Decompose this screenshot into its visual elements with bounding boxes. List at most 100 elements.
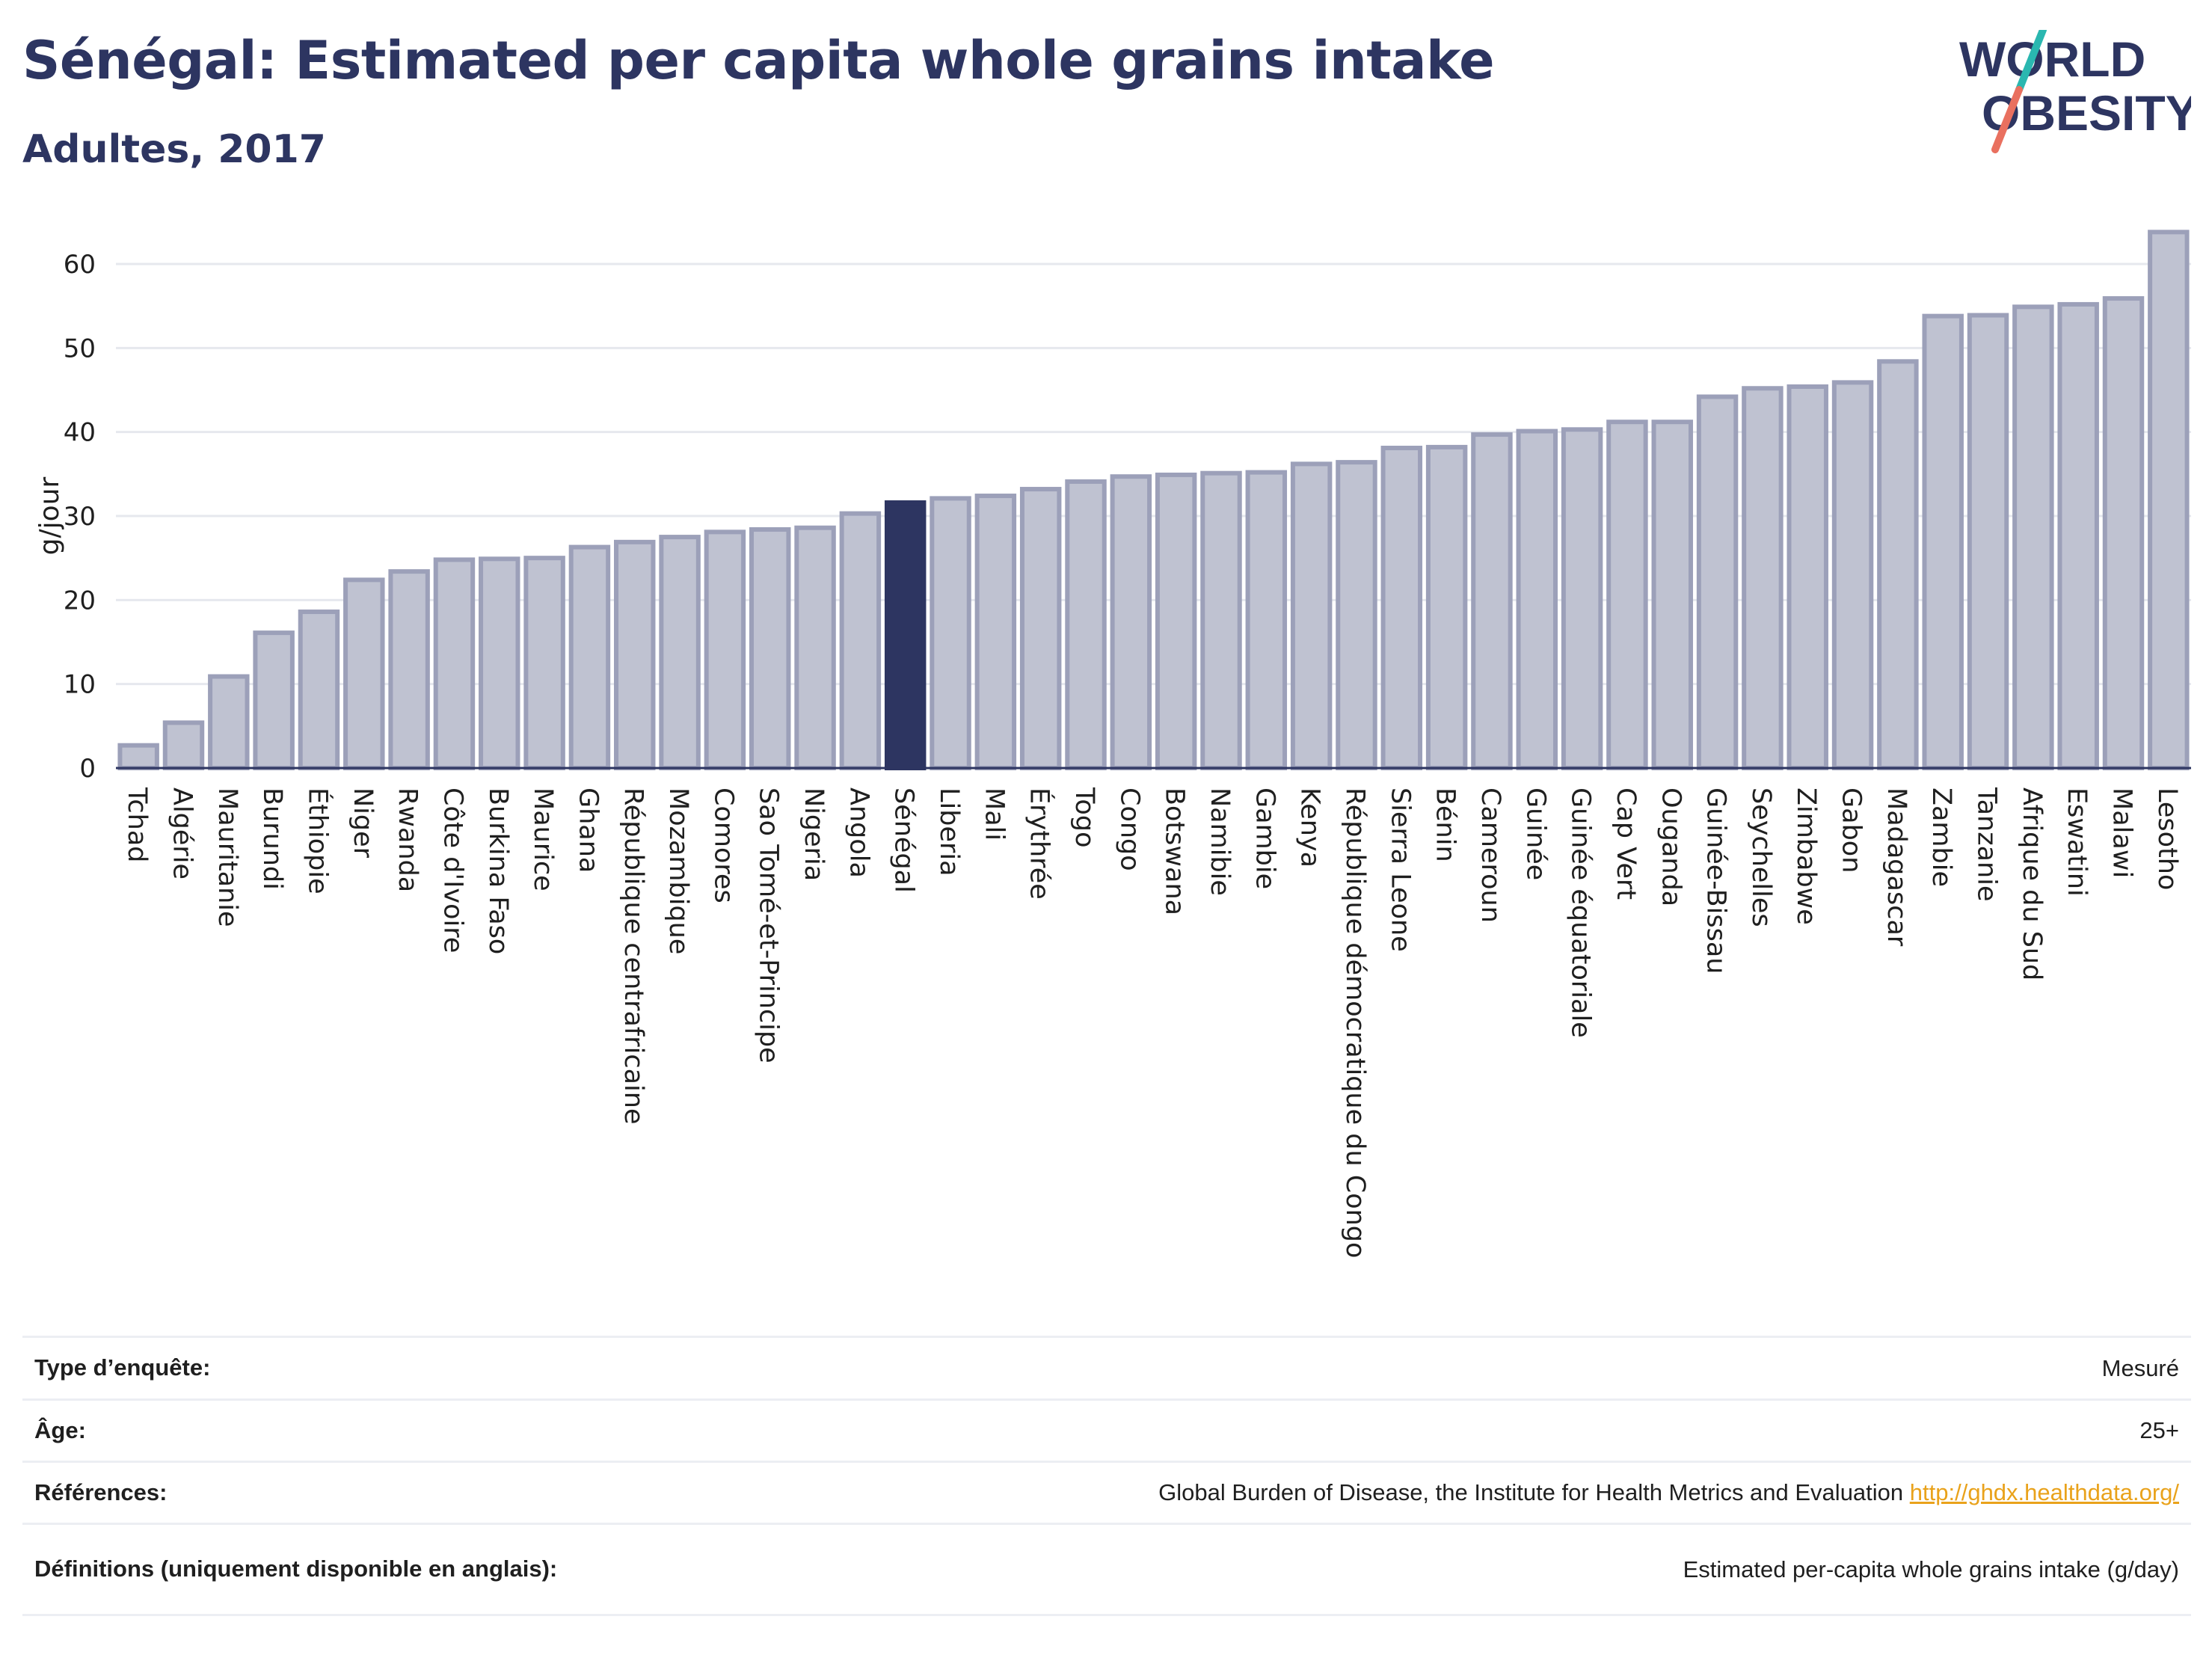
bar (117, 743, 159, 770)
x-tick-label: Mozambique (663, 787, 693, 954)
x-tick-label: Bénin (1431, 787, 1460, 862)
bar (884, 500, 927, 770)
logo-line-1: WORLD (1959, 31, 2145, 87)
info-value: Mesuré (2101, 1354, 2179, 1381)
logo-slash-teal (2015, 30, 2047, 93)
bar (1471, 432, 1513, 771)
x-tick-label: Eswatini (2062, 787, 2092, 897)
x-tick-label: Botswana (1160, 787, 1190, 915)
x-tick-label: Tchad (122, 787, 152, 863)
bar (1742, 386, 1784, 771)
bar (1696, 394, 1739, 771)
x-tick-label: Niger (348, 787, 378, 859)
x-tick-label: Namibie (1205, 787, 1235, 896)
x-tick-label: Sao Tomé-et-Principe (754, 787, 784, 1063)
x-tick-label: Guinée (1520, 787, 1550, 880)
bar (1922, 313, 1964, 770)
y-tick-label: 0 (79, 754, 96, 784)
bar (1651, 420, 1693, 770)
y-tick-label: 20 (64, 586, 96, 615)
bar (1290, 461, 1333, 770)
bar (1516, 429, 1558, 770)
reference-link[interactable]: http://ghdx.healthdata.org/ (1909, 1479, 2179, 1505)
x-tick-label: République démocratique du Congo (1340, 787, 1370, 1258)
bar (614, 539, 656, 770)
x-tick-label: Cap Vert (1611, 787, 1641, 900)
x-tick-label: Zimbabwe (1791, 787, 1821, 925)
x-tick-label: Togo (1069, 787, 1099, 847)
bar (1606, 420, 1648, 770)
bar (1561, 427, 1603, 771)
y-tick-label: 30 (64, 502, 96, 532)
bar (974, 494, 1017, 770)
x-tick-label: Madagascar (1881, 787, 1911, 947)
info-label: Type d’enquête: (34, 1354, 211, 1381)
bar (839, 511, 882, 770)
bar (1065, 479, 1107, 771)
bar (1425, 444, 1468, 770)
info-row-survey-type: Type d’enquête: Mesuré (22, 1336, 2191, 1398)
chart-subtitle: Adultes, 2017 (22, 127, 326, 172)
x-tick-label: Afrique du Sud (2017, 787, 2047, 980)
x-tick-label: Gambie (1250, 787, 1279, 889)
bar (704, 529, 746, 770)
bar (2102, 296, 2145, 771)
x-tick-label: Mali (979, 787, 1009, 841)
bar (568, 544, 611, 771)
x-tick-label: Comores (708, 787, 738, 903)
bar (2148, 230, 2190, 770)
x-tick-label: Guinée équatoriale (1566, 787, 1596, 1038)
bars (117, 230, 2190, 771)
x-tick-label: Malawi (2107, 787, 2137, 878)
reference-text: Global Burden of Disease, the Institute … (1158, 1479, 1904, 1505)
bar (253, 630, 295, 770)
x-axis-labels: Tchad Algérie Mauritanie Burundi Éthiopie Nig… (122, 787, 2182, 1258)
bar (1967, 313, 2009, 771)
bar (2057, 301, 2099, 771)
bar (523, 556, 565, 771)
info-table: Type d’enquête: Mesuré Âge: 25+ Référenc… (22, 1336, 2191, 1616)
x-tick-label: Seychelles (1746, 787, 1776, 927)
x-tick-label: Sénégal (889, 787, 919, 893)
bar (388, 569, 430, 770)
info-row-references: Références: Global Burden of Disease, th… (22, 1461, 2191, 1523)
bar (930, 496, 971, 770)
x-tick-label: Congo (1114, 787, 1144, 871)
x-tick-label: Nigeria (799, 787, 829, 881)
y-tick-label: 60 (64, 250, 96, 280)
y-axis-label: g/jour (34, 476, 65, 555)
bar (1336, 460, 1377, 771)
x-tick-label: Ghana (573, 787, 603, 873)
info-row-age: Âge: 25+ (22, 1398, 2191, 1461)
x-tick-label: Ouganda (1656, 787, 1686, 906)
bar (1245, 470, 1288, 770)
x-tick-label: Kenya (1295, 787, 1325, 868)
bar (749, 526, 791, 770)
x-tick-label: Érythrée (1024, 787, 1056, 900)
bar (162, 720, 205, 771)
info-value: 25+ (2139, 1417, 2179, 1443)
y-tick-label: 10 (64, 670, 96, 700)
bar (1380, 446, 1423, 770)
bar (1787, 384, 1828, 770)
x-tick-label: Maurice (528, 787, 558, 891)
x-tick-label: Liberia (934, 787, 964, 876)
x-tick-label: Burundi (257, 787, 287, 890)
x-tick-label: Mauritanie (212, 787, 242, 927)
bar (1877, 359, 1919, 771)
x-tick-label: Éthiopie (302, 787, 334, 894)
x-tick-label: Tanzanie (1972, 787, 2002, 901)
world-obesity-logo: WORLD OBESITY (1959, 30, 2191, 153)
bar (208, 674, 250, 770)
info-label: Références: (34, 1479, 168, 1505)
x-tick-label: Cameroun (1475, 787, 1505, 923)
info-row-definitions: Définitions (uniquement disponible en an… (22, 1523, 2191, 1616)
y-axis-ticks: 0 10 20 30 40 50 60 (64, 250, 96, 784)
x-tick-label: Zambie (1926, 787, 1956, 887)
x-tick-label: Sierra Leone (1385, 787, 1415, 952)
x-tick-label: Angola (844, 787, 873, 878)
chart-title: Sénégal: Estimated per capita whole grai… (22, 30, 1495, 91)
bar (1831, 380, 1874, 770)
bar (794, 525, 836, 771)
bar (343, 577, 385, 771)
